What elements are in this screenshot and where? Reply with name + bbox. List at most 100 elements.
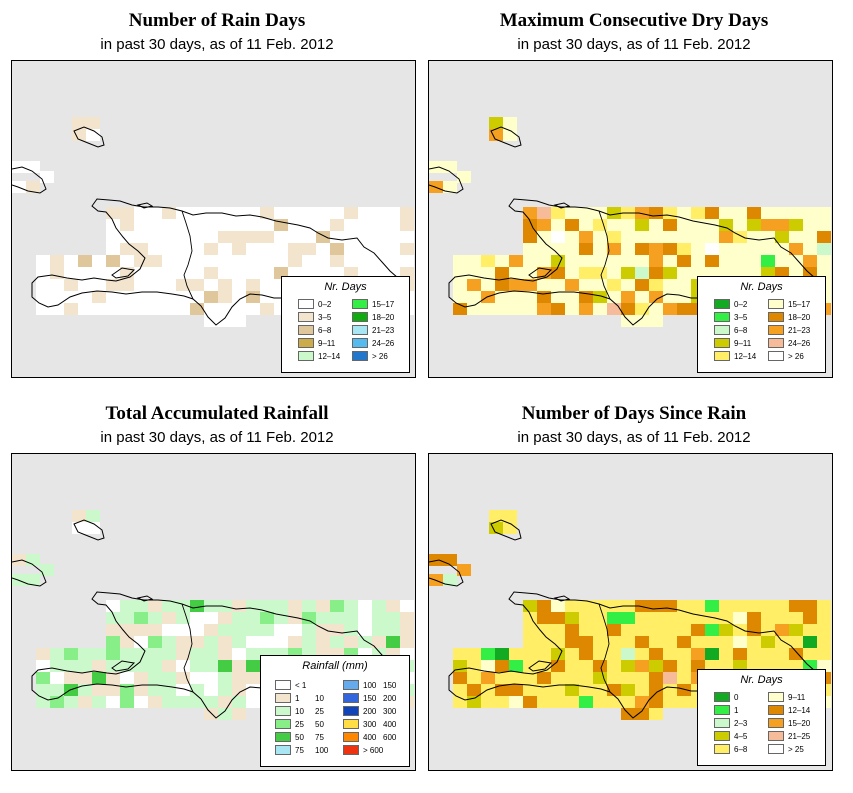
legend-label: 4–5 <box>734 732 748 741</box>
grid-cell <box>106 672 120 684</box>
grid-cell <box>635 219 649 231</box>
grid-cell <box>649 612 663 624</box>
grid-cell <box>663 303 677 315</box>
legend-label: 0–2 <box>318 300 332 309</box>
grid-cell <box>176 231 190 243</box>
grid-cell <box>106 255 120 267</box>
grid-cell <box>92 303 106 315</box>
grid-cell <box>176 684 190 696</box>
grid-cell <box>579 660 593 672</box>
grid-cell <box>579 255 593 267</box>
grid-cell <box>386 624 400 636</box>
grid-cell <box>344 612 358 624</box>
legend-title: Nr. Days <box>740 674 783 686</box>
grid-cell <box>288 207 302 219</box>
grid-cell <box>761 612 775 624</box>
grid-cell <box>86 510 100 522</box>
grid-cell <box>509 696 523 708</box>
grid-cell <box>92 684 106 696</box>
grid-cell <box>523 255 537 267</box>
grid-cell <box>677 255 691 267</box>
grid-cell <box>400 219 414 231</box>
grid-cell <box>260 624 274 636</box>
grid-cell <box>218 648 232 660</box>
grid-cell <box>761 600 775 612</box>
grid-cell <box>50 255 64 267</box>
coastline <box>136 202 154 209</box>
grid-cell <box>176 291 190 303</box>
grid-cell <box>190 243 204 255</box>
grid-cell <box>330 231 344 243</box>
grid-cell <box>316 255 330 267</box>
grid-cell <box>204 696 218 708</box>
grid-cell <box>537 624 551 636</box>
grid-cell <box>691 612 705 624</box>
grid-cell <box>677 207 691 219</box>
grid-cell <box>12 161 26 173</box>
grid-cell <box>565 303 579 315</box>
grid-cell <box>40 171 54 183</box>
grid-cell <box>218 255 232 267</box>
grid-cell <box>677 636 691 648</box>
grid-cell <box>509 267 523 279</box>
grid-cell <box>663 279 677 291</box>
grid-cell <box>386 243 400 255</box>
grid-cell <box>551 636 565 648</box>
legend-swatch <box>714 744 730 754</box>
grid-cell <box>677 279 691 291</box>
grid-cell <box>232 648 246 660</box>
grid-cell <box>120 648 134 660</box>
grid-cell <box>330 612 344 624</box>
grid-cell <box>400 231 414 243</box>
country-border <box>181 603 194 693</box>
grid-cell <box>607 207 621 219</box>
grid-cell <box>579 672 593 684</box>
grid-cell <box>400 624 414 636</box>
grid-cell <box>593 219 607 231</box>
grid-cell <box>120 219 134 231</box>
grid-cell <box>246 648 260 660</box>
grid-cell <box>330 255 344 267</box>
grid-cell <box>176 624 190 636</box>
grid-cell <box>761 648 775 660</box>
grid-cell <box>64 672 78 684</box>
grid-cell <box>503 117 517 129</box>
grid-cell <box>621 231 635 243</box>
grid-cell <box>92 660 106 672</box>
grid-cell <box>386 636 400 648</box>
grid-cell <box>453 291 467 303</box>
grid-cell <box>817 255 831 267</box>
grid-cell <box>495 684 509 696</box>
grid-cell <box>789 243 803 255</box>
grid-cell <box>443 574 457 586</box>
grid-cell <box>565 219 579 231</box>
grid-cell <box>481 660 495 672</box>
grid-cell <box>789 600 803 612</box>
grid-cell <box>551 291 565 303</box>
grid-cell <box>260 219 274 231</box>
grid-cell <box>733 207 747 219</box>
grid-cell <box>106 279 120 291</box>
grid-cell <box>509 672 523 684</box>
grid-cell <box>36 672 50 684</box>
grid-cell <box>747 231 761 243</box>
legend-label: 6–8 <box>318 326 332 335</box>
legend-swatch <box>352 299 368 309</box>
grid-cell <box>635 648 649 660</box>
coastline <box>12 559 47 587</box>
legend-label: 300 <box>363 720 377 729</box>
grid-cell <box>747 612 761 624</box>
grid-cell <box>64 255 78 267</box>
grid-cell <box>358 636 372 648</box>
grid-cell <box>649 684 663 696</box>
grid-cell <box>400 255 414 267</box>
grid-cell <box>72 129 86 141</box>
grid-cell <box>302 243 316 255</box>
grid-cell <box>719 219 733 231</box>
panel-subtitle: in past 30 days, as of 11 Feb. 2012 <box>100 429 334 446</box>
grid-cell <box>64 267 78 279</box>
grid-cell <box>246 243 260 255</box>
grid-cell <box>260 279 274 291</box>
grid-cell <box>134 291 148 303</box>
grid-cell <box>274 612 288 624</box>
